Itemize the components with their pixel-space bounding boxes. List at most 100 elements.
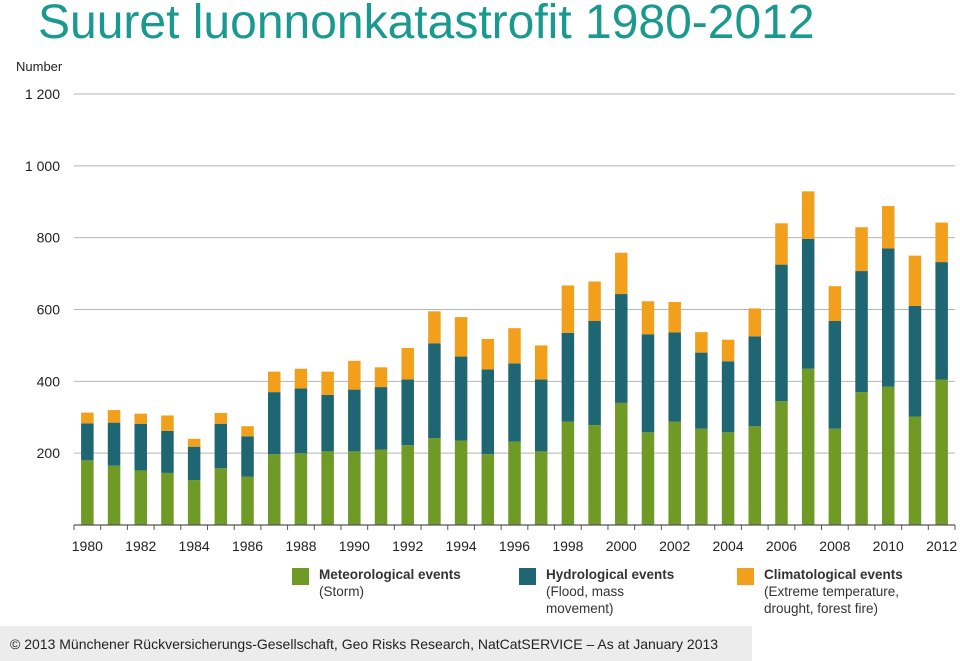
bar-segment-hydrological-1989 — [321, 394, 334, 452]
copyright-text: © 2013 Münchener Rückversicherungs-Gesel… — [10, 636, 719, 652]
bar-segment-climatological-2005 — [748, 308, 762, 337]
bars — [81, 191, 948, 525]
bar-segment-climatological-1981 — [107, 410, 121, 423]
x-tick-label: 2000 — [606, 538, 637, 554]
bar-segment-climatological-2001 — [641, 301, 655, 335]
y-tick-label: 200 — [37, 445, 61, 461]
legend-item-hydrological: Hydrological events (Flood, mass movemen… — [519, 566, 674, 617]
x-tick-label: 2012 — [926, 538, 957, 554]
bar-segment-hydrological-1993 — [428, 343, 441, 439]
bar-segment-meteorological-1994 — [454, 440, 468, 525]
bar-segment-hydrological-2006 — [775, 264, 788, 402]
bar-segment-hydrological-1987 — [267, 392, 281, 455]
y-tick-label: 600 — [37, 302, 61, 318]
y-tick-label: 400 — [37, 373, 61, 389]
bar-segment-hydrological-2010 — [882, 248, 895, 387]
bar-segment-climatological-1980 — [81, 412, 94, 424]
bar-segment-meteorological-1990 — [348, 451, 361, 525]
legend-swatch-meteorological — [292, 568, 309, 585]
bar-segment-climatological-2000 — [615, 252, 628, 295]
bar-segment-climatological-1982 — [134, 413, 147, 424]
bar-segment-hydrological-2011 — [908, 305, 922, 417]
bar-segment-hydrological-1998 — [561, 332, 575, 422]
bar-segment-climatological-1989 — [321, 371, 334, 395]
bar-segment-climatological-1987 — [267, 371, 281, 393]
bar-segment-climatological-2011 — [908, 255, 922, 306]
bar-segment-climatological-1992 — [401, 347, 414, 380]
legend-swatch-hydrological — [519, 568, 536, 585]
bar-segment-meteorological-2012 — [935, 379, 948, 525]
x-tick-label: 1996 — [499, 538, 530, 554]
bar-segment-hydrological-1999 — [588, 320, 601, 426]
x-tick-label: 1998 — [552, 538, 583, 554]
bar-segment-hydrological-2004 — [721, 361, 735, 433]
bar-segment-climatological-2008 — [828, 286, 842, 321]
bar-segment-climatological-1994 — [454, 317, 468, 357]
bar-segment-meteorological-1980 — [81, 460, 94, 525]
bar-segment-meteorological-2005 — [748, 426, 762, 525]
bar-segment-meteorological-2008 — [828, 428, 842, 525]
bar-segment-hydrological-2009 — [855, 271, 868, 393]
bar-segment-hydrological-1983 — [161, 430, 174, 473]
bar-segment-hydrological-2008 — [828, 320, 842, 429]
x-tick-label: 2004 — [712, 538, 743, 554]
bar-segment-climatological-1990 — [348, 360, 361, 390]
chart-title: Suuret luonnonkatastrofit 1980-2012 — [38, 0, 815, 49]
bar-segment-meteorological-1981 — [107, 465, 121, 525]
x-tick-label: 1988 — [285, 538, 316, 554]
x-tick-label: 1994 — [446, 538, 477, 554]
bar-segment-meteorological-1993 — [428, 438, 441, 525]
bar-segment-hydrological-2002 — [668, 332, 681, 422]
bar-segment-meteorological-2003 — [695, 428, 708, 525]
bar-segment-meteorological-1983 — [161, 472, 174, 525]
bar-segment-hydrological-1991 — [374, 387, 388, 450]
bar-segment-climatological-1988 — [294, 368, 308, 389]
bar-segment-hydrological-1996 — [508, 363, 521, 442]
legend-label-climatological: Climatological events — [764, 567, 903, 582]
bar-segment-climatological-1984 — [187, 438, 201, 447]
bar-segment-climatological-1999 — [588, 281, 601, 321]
bar-segment-climatological-2007 — [801, 191, 815, 239]
bar-segment-climatological-2010 — [882, 206, 895, 249]
bar-segment-climatological-1998 — [561, 285, 575, 333]
legend-swatch-climatological — [737, 568, 754, 585]
x-tick-label: 1986 — [232, 538, 263, 554]
bar-segment-meteorological-1996 — [508, 441, 521, 525]
bar-segment-climatological-2002 — [668, 301, 681, 333]
bar-segment-hydrological-1982 — [134, 423, 147, 471]
bar-segment-meteorological-1986 — [241, 476, 254, 525]
bar-segment-hydrological-1985 — [214, 423, 228, 469]
bar-segment-meteorological-2004 — [721, 432, 735, 525]
bar-segment-hydrological-1980 — [81, 423, 94, 461]
bar-segment-hydrological-1990 — [348, 389, 361, 452]
legend-label-hydrological: Hydrological events — [546, 567, 675, 582]
bar-segment-meteorological-2006 — [775, 401, 788, 525]
x-tick-label: 1990 — [339, 538, 370, 554]
x-tick-label: 1984 — [179, 538, 210, 554]
x-tick-label: 2010 — [873, 538, 904, 554]
bar-segment-meteorological-2011 — [908, 416, 922, 525]
bar-segment-meteorological-2007 — [801, 368, 815, 525]
bar-segment-hydrological-2000 — [615, 294, 628, 403]
legend-label-meteorological: Meteorological events — [319, 567, 461, 582]
bar-segment-hydrological-1994 — [454, 356, 468, 441]
x-tick-label: 1992 — [392, 538, 423, 554]
x-tick-label: 1980 — [72, 538, 103, 554]
bar-segment-meteorological-1987 — [267, 454, 281, 525]
bar-segment-climatological-2006 — [775, 223, 788, 265]
bar-segment-hydrological-1988 — [294, 388, 308, 454]
bar-segment-meteorological-1989 — [321, 451, 334, 525]
bar-segment-hydrological-2007 — [801, 238, 815, 369]
bar-segment-climatological-2009 — [855, 227, 868, 272]
y-tick-label: 1 000 — [25, 158, 60, 174]
bar-segment-meteorological-1992 — [401, 445, 414, 525]
bar-segment-meteorological-2010 — [882, 386, 895, 525]
bar-segment-hydrological-2001 — [641, 334, 655, 433]
bar-segment-meteorological-1991 — [374, 449, 388, 525]
y-tick-label: 1 200 — [25, 86, 60, 102]
y-axis-label: Number — [16, 59, 63, 74]
bar-segment-hydrological-1981 — [107, 422, 121, 466]
bar-segment-climatological-2004 — [721, 339, 735, 362]
bar-segment-hydrological-1984 — [187, 446, 201, 481]
